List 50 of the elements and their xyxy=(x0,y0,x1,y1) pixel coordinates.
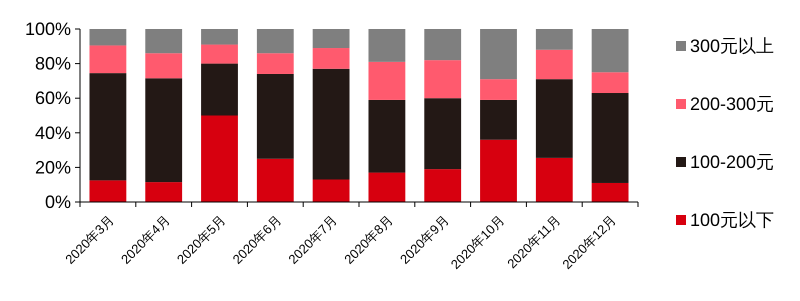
bar xyxy=(480,100,517,140)
bar xyxy=(536,79,573,158)
y-tick-label: 100% xyxy=(24,19,71,39)
bar xyxy=(145,53,182,78)
bar xyxy=(424,60,462,98)
legend-label: 100元以下 xyxy=(690,210,774,230)
bar xyxy=(592,93,629,183)
legend-label: 200-300元 xyxy=(690,94,774,114)
y-tick-label: 40% xyxy=(34,122,71,143)
bar xyxy=(480,29,517,80)
bar xyxy=(256,53,294,74)
bar xyxy=(312,48,350,69)
bar xyxy=(592,182,629,202)
bar xyxy=(145,78,182,182)
bar xyxy=(89,180,126,202)
bar xyxy=(424,169,462,202)
bar xyxy=(312,29,350,48)
bar xyxy=(201,29,238,45)
bar xyxy=(536,29,573,50)
bar xyxy=(536,50,573,80)
y-tick-label: 80% xyxy=(34,54,71,74)
bar xyxy=(312,180,350,202)
bar xyxy=(201,116,238,202)
bar xyxy=(89,73,126,180)
y-tick-label: 20% xyxy=(34,157,71,178)
bar xyxy=(480,79,517,100)
y-tick-label: 0% xyxy=(44,192,71,212)
bar xyxy=(368,172,406,202)
bar xyxy=(592,72,629,94)
bar xyxy=(201,64,238,116)
bar xyxy=(312,68,350,180)
bar xyxy=(592,29,629,72)
y-tick-label: 60% xyxy=(34,88,71,108)
legend-label: 100-200元 xyxy=(690,152,774,172)
bar xyxy=(256,158,294,202)
bar xyxy=(424,98,462,170)
legend-label: 300元以上 xyxy=(690,36,774,56)
bar xyxy=(536,158,573,202)
bar xyxy=(368,100,406,173)
bar xyxy=(145,29,182,54)
bar xyxy=(424,29,462,60)
bar xyxy=(256,74,294,159)
bar xyxy=(368,29,406,62)
bar xyxy=(256,29,294,54)
bar xyxy=(368,62,406,100)
bar xyxy=(89,45,126,74)
bar xyxy=(89,29,126,46)
bar xyxy=(145,182,182,202)
bar xyxy=(480,140,517,202)
bar xyxy=(201,44,238,64)
